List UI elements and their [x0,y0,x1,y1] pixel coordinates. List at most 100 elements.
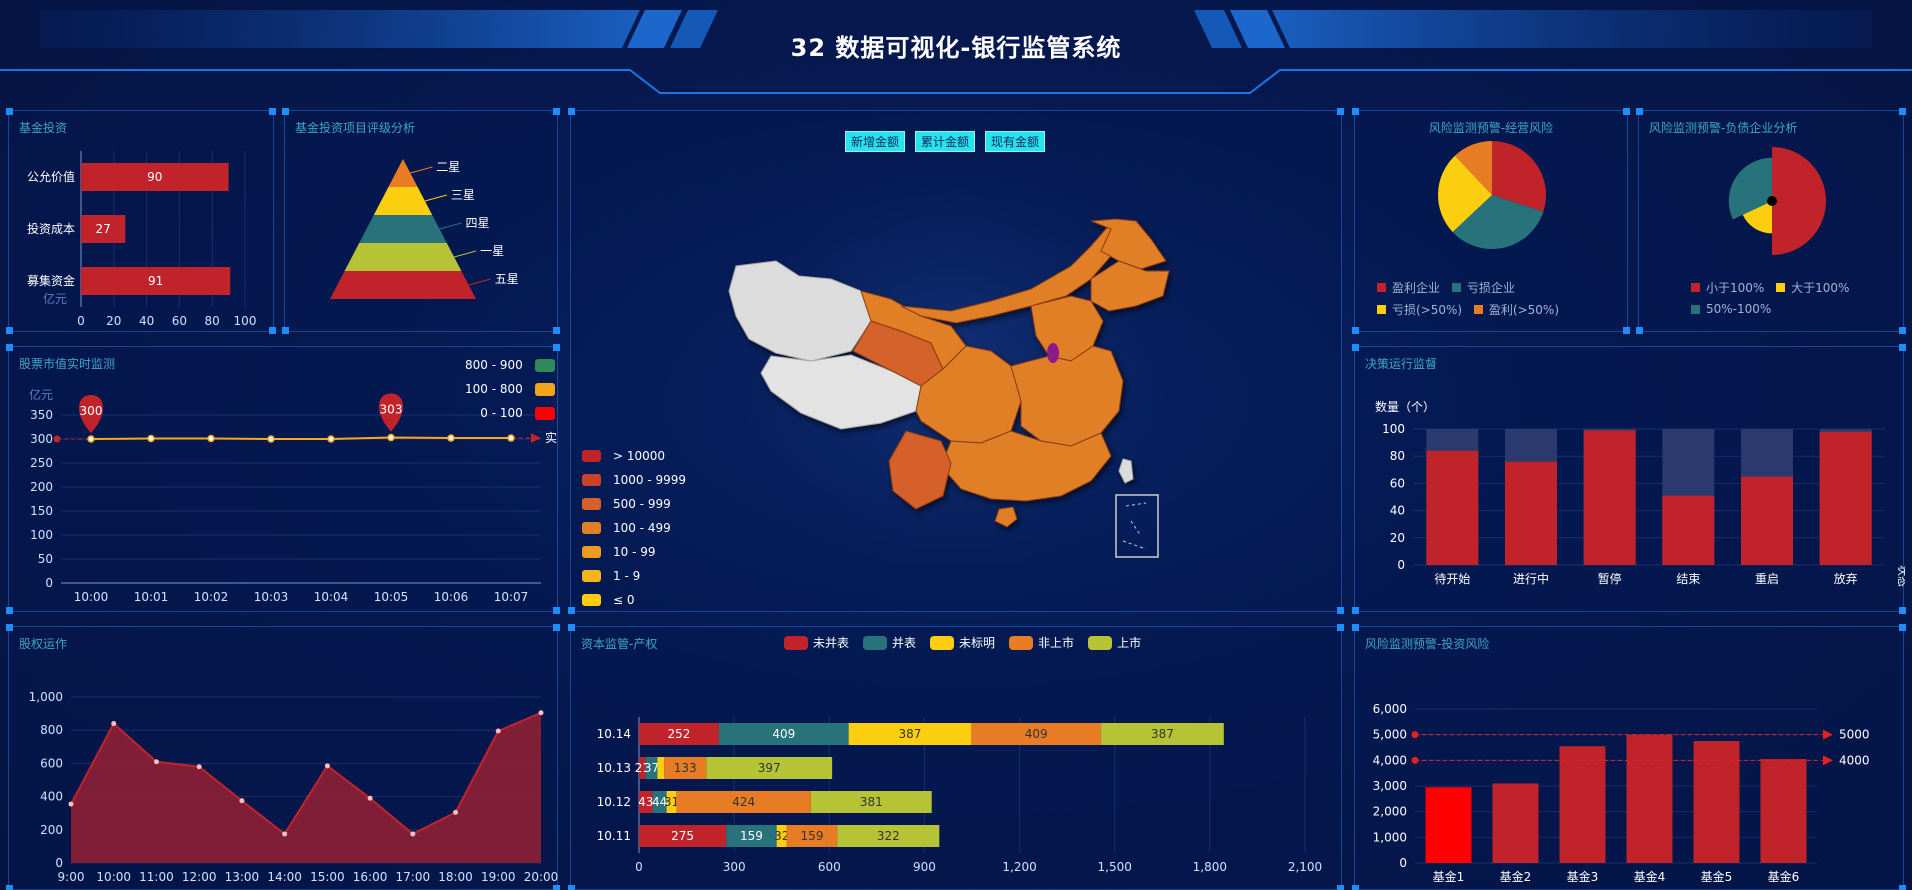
legend-item[interactable]: 0 - 100 [465,401,555,425]
funnel-label: 五星 [495,272,519,286]
x-tick-label: 重启 [1755,572,1779,586]
data-point [68,801,74,807]
bar [1760,759,1807,863]
data-point [367,795,373,801]
legend-item[interactable]: 盈利企业 [1377,276,1440,298]
capital-legend: 未并表 并表 未标明 非上市 上市 [784,634,1141,651]
panel-title: 资本监管-产权 [581,637,658,651]
data-point [410,831,416,837]
legend-item[interactable]: 100 - 499 [582,516,686,540]
legend-item[interactable]: ≤ 0 [582,588,686,612]
panel-risk-debt: 风险监测预警-负债企业分析 小于100% 大于100% 50%-100% [1636,108,1906,334]
mark-line-label: 4000 [1839,753,1870,767]
stock-line-chart: 0 50 100 150 200 250 300 350 亿元 10:00 10:01 10:02 10… [29,387,557,604]
y-tick-label: 20 [1390,531,1405,545]
legend-item[interactable]: 亏损企业 [1451,276,1515,298]
x-tick-label: 1,500 [1098,860,1132,874]
btn-current-amount[interactable]: 现有金额 [985,131,1046,152]
y-tick-label: 350 [30,408,53,422]
bar-segment [837,825,940,847]
y-tick-label: 200 [30,480,53,494]
mark-line-arrow [1823,755,1833,766]
bar-segment [776,825,787,847]
x-tick-label: 基金1 [1433,869,1465,884]
x-tick-label: 600 [818,860,841,874]
risk-ops-pie [1438,141,1546,249]
legend-item[interactable]: 1000 - 9999 [582,468,686,492]
risk-ops-legend: 盈利企业 亏损企业 亏损(>50%) 盈利(>50%) [1377,276,1617,320]
x-tick-label: 12:00 [182,870,217,884]
bar-value-label: 424 [732,795,755,809]
y-tick-label: 50 [38,552,53,566]
panel-decision: 决策运行监督 数量（个） 0 20 40 60 80 100 待开始 进行中 暂停 结束 重启 放弃 状态 [1352,344,1906,614]
rose-center [1767,196,1777,206]
bar-value-label: 409 [1025,727,1048,741]
bar-segment [786,825,838,847]
bar-segment [666,791,677,813]
bar [1505,461,1557,565]
bar-segment [810,791,932,813]
legend-item[interactable]: 未标明 [930,634,995,651]
china-map[interactable] [571,111,1343,613]
legend-item[interactable]: 10 - 99 [582,540,686,564]
mark-line-label: 5000 [1839,728,1870,742]
funnel-layer [344,243,462,271]
funnel-leader [410,166,433,174]
mark-point-label: 303 [380,403,403,417]
x-tick-label: 900 [913,860,936,874]
x-tick-label: 10:02 [194,590,229,604]
y-category-label: 10.11 [597,829,631,843]
panel-title: 风险监测预警-投资风险 [1365,637,1490,651]
legend-item[interactable]: 800 - 900 [465,353,555,377]
rose-slice [1772,147,1826,255]
legend-item[interactable]: 非上市 [1009,634,1074,651]
end-label: 实 [545,430,557,445]
panel-fund-rating: 基金投资项目评级分析 二星 三星 四星 一星 五星 [282,108,560,334]
y-tick-label: 1,000 [1373,830,1407,844]
x-tick-label: 80 [205,314,220,328]
bar-value-label: 133 [674,761,697,775]
bar [1559,746,1606,863]
legend-item[interactable]: 50%-100% [1691,298,1771,320]
bar-value-label: 387 [1151,727,1174,741]
decision-bar-chart: 数量（个） 0 20 40 60 80 100 待开始 进行中 暂停 结束 重启 放弃 状态 [1375,399,1905,587]
x-tick-label: 10:06 [434,590,469,604]
risk-debt-legend: 小于100% 大于100% 50%-100% [1691,276,1891,320]
legend-item[interactable]: 未并表 [784,634,849,651]
funnel-layer [330,271,476,299]
legend-item[interactable]: 上市 [1088,634,1141,651]
legend-item[interactable]: 100 - 800 [465,377,555,401]
bar [1492,783,1539,863]
series-line [70,711,542,836]
legend-item[interactable]: 1 - 9 [582,564,686,588]
legend-item[interactable]: 并表 [863,634,916,651]
bar-segment [726,825,777,847]
panel-title: 决策运行监督 [1365,357,1438,371]
x-tick-label: 2,100 [1288,860,1322,874]
bar-segment [639,723,719,745]
legend-item[interactable]: 小于100% [1691,276,1764,298]
funnel-leader [468,278,491,286]
data-point [196,764,202,770]
x-tick-label: 10:07 [494,590,529,604]
btn-new-amount[interactable]: 新增金额 [845,131,906,152]
panel-capital: 资本监管-产权 0 300 600 900 1,200 1,500 1,800 2,100 10… [568,624,1344,890]
legend-item[interactable]: 500 - 999 [582,492,686,516]
pie-slice [1452,195,1544,249]
btn-total-amount[interactable]: 累计金额 [915,131,976,152]
x-tick-label: 40 [139,314,154,328]
legend-item[interactable]: 亏损(>50%) [1377,298,1462,320]
x-tick-label: 放弃 [1834,571,1858,586]
region-jilin-liaoning [1090,260,1170,312]
legend-item[interactable]: 盈利(>50%) [1473,298,1559,320]
bar-value-label: 322 [877,829,900,843]
bar-value-label: 91 [148,274,163,288]
region-south [940,430,1112,502]
x-tick-label: 基金5 [1701,869,1733,884]
legend-item[interactable]: > 10000 [582,444,686,468]
legend-item[interactable]: 大于100% [1776,276,1849,298]
y-axis-label: 亿元 [29,387,53,402]
data-point [327,435,335,443]
